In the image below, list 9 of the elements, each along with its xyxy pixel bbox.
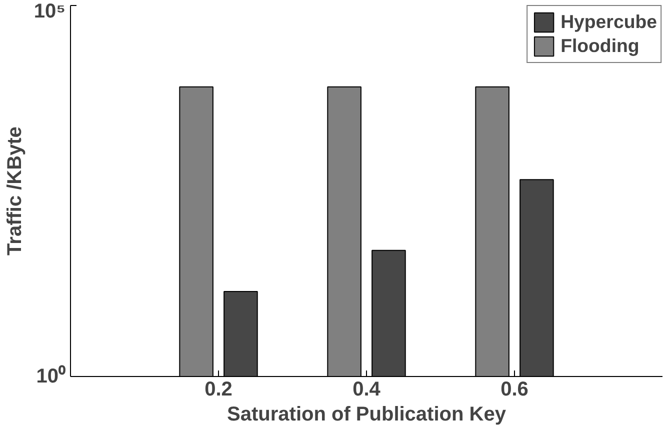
y-tick-label: 10⁰ — [36, 364, 66, 388]
y-tick-label: 10⁵ — [34, 0, 66, 22]
x-tick-label: 0.6 — [500, 378, 528, 400]
y-axis-title: Traffic /KByte — [4, 126, 26, 256]
x-tick-label: 0.4 — [352, 378, 382, 400]
legend-label: Hypercube — [560, 11, 657, 33]
legend-label: Flooding — [560, 35, 640, 57]
x-axis-title: Saturation of Publication Key — [227, 404, 507, 426]
x-tick-label: 0.2 — [204, 378, 232, 400]
